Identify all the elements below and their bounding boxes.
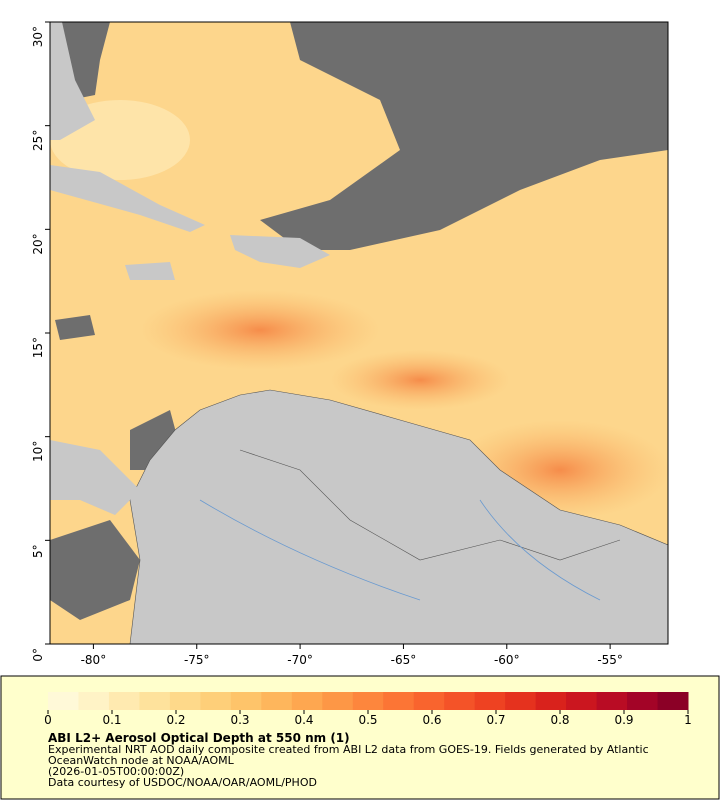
colorbar-swatch — [322, 692, 354, 710]
y-tick-label: 5° — [31, 544, 45, 558]
description-line: OceanWatch node at NOAA/AOML — [48, 754, 235, 767]
border — [239, 449, 621, 561]
colorbar-swatch — [566, 692, 598, 710]
description-line: (2026-01-05T00:00:00Z) — [48, 765, 184, 778]
colorbar-tick-label: 0.6 — [422, 713, 441, 727]
colorbar-tick-label: 0.5 — [358, 713, 377, 727]
land — [230, 235, 330, 268]
y-tick-label: 30° — [31, 26, 45, 47]
colorbar-swatch — [291, 692, 323, 710]
colorbar-swatch — [352, 692, 384, 710]
colorbar-swatch — [200, 692, 232, 710]
colorbar-swatch — [169, 692, 201, 710]
colorbar-swatch — [596, 692, 628, 710]
land — [125, 262, 175, 280]
description-line: Data courtesy of USDOC/NOAA/OAR/AOML/PHO… — [48, 776, 317, 789]
colorbar-swatch — [444, 692, 476, 710]
colorbar-swatch — [78, 692, 110, 710]
x-tick-label: -65° — [391, 653, 417, 667]
colorbar-swatch — [139, 692, 171, 710]
no-data — [50, 520, 140, 620]
aerosol-hotspot — [330, 350, 510, 410]
colorbar-swatch — [627, 692, 659, 710]
land — [129, 389, 669, 645]
colorbar-swatch — [657, 692, 689, 710]
x-tick-label: -55° — [597, 653, 623, 667]
colorbar-swatch — [505, 692, 537, 710]
colorbar-tick-label: 0.3 — [230, 713, 249, 727]
colorbar-tick-label: 0 — [44, 713, 52, 727]
colorbar-tick-label: 0.8 — [550, 713, 569, 727]
description-line: Experimental NRT AOD daily composite cre… — [48, 743, 649, 756]
aerosol-hotspot — [140, 290, 380, 370]
title: ABI L2+ Aerosol Optical Depth at 550 nm … — [48, 731, 350, 745]
colorbar-tick-label: 0.1 — [102, 713, 121, 727]
y-tick-label: 25° — [31, 130, 45, 151]
colorbar-swatch — [474, 692, 506, 710]
colorbar-tick-label: 0.4 — [294, 713, 313, 727]
colorbar-swatch — [413, 692, 445, 710]
colorbar-tick-label: 1 — [684, 713, 692, 727]
no-data — [260, 22, 668, 250]
x-tick-label: -75° — [184, 653, 210, 667]
colorbar-swatch — [383, 692, 415, 710]
colorbar-swatch — [230, 692, 262, 710]
y-tick-label: 0° — [31, 648, 45, 662]
y-tick-label: 15° — [31, 337, 45, 358]
x-tick-label: -80° — [81, 653, 107, 667]
y-tick-label: 10° — [31, 441, 45, 462]
x-tick-label: -60° — [494, 653, 520, 667]
land — [50, 165, 205, 232]
no-data — [130, 410, 178, 470]
x-tick-label: -70° — [287, 653, 313, 667]
colorbar-swatch — [535, 692, 567, 710]
river — [199, 499, 601, 601]
colorbar-swatch — [108, 692, 140, 710]
no-data — [55, 315, 95, 340]
colorbar-tick-label: 0.7 — [486, 713, 505, 727]
colorbar-swatch — [261, 692, 293, 710]
land — [50, 22, 95, 140]
colorbar-tick-label: 0.9 — [614, 713, 633, 727]
colorbar-swatch — [48, 692, 79, 710]
colorbar-tick-label: 0.2 — [166, 713, 185, 727]
map — [49, 21, 670, 645]
y-tick-label: 20° — [31, 233, 45, 254]
land — [50, 440, 140, 515]
